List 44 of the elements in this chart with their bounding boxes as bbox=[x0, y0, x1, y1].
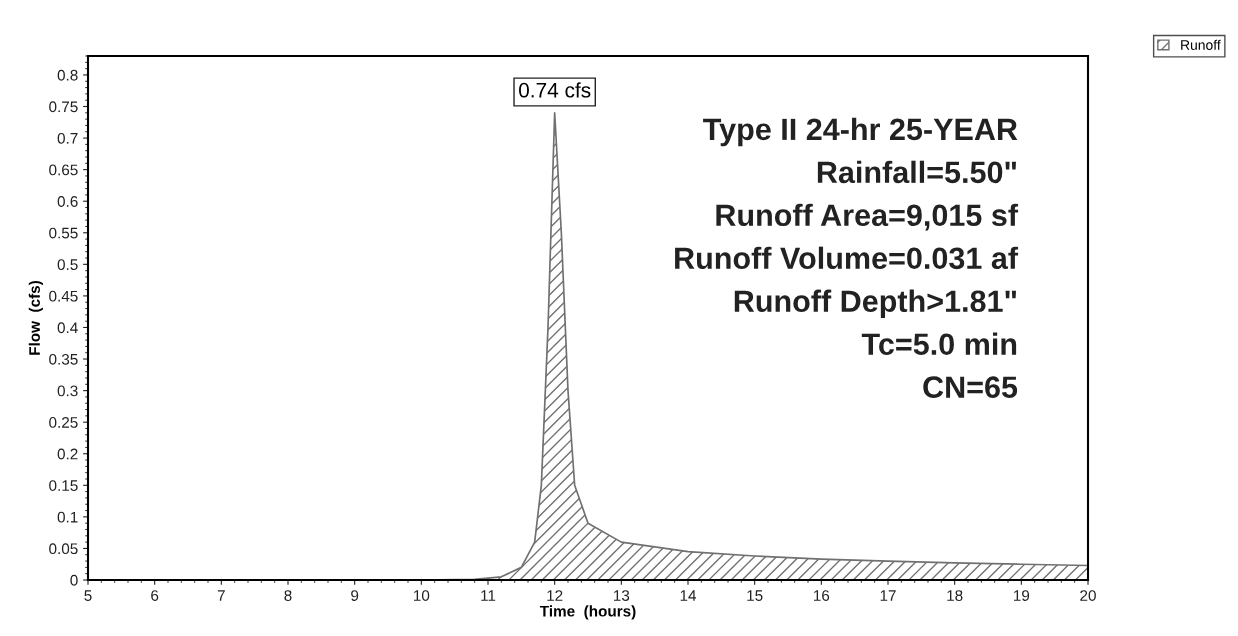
y-tick-label: 0.4 bbox=[57, 322, 78, 334]
y-tick-label: 0.35 bbox=[49, 353, 78, 365]
y-tick-label: 0.6 bbox=[57, 196, 78, 207]
x-tick-label: 7 bbox=[217, 590, 225, 601]
x-tick-label: 5 bbox=[84, 590, 92, 601]
x-tick-label: 9 bbox=[351, 590, 359, 601]
annotation: Rainfall=5.50" bbox=[817, 160, 1016, 184]
y-tick-label: 0.7 bbox=[57, 132, 78, 144]
y-tick-label: 0.15 bbox=[49, 480, 78, 491]
x-tick-label: 20 bbox=[1080, 590, 1096, 601]
x-tick-label: 10 bbox=[414, 590, 430, 601]
x-tick-label: 12 bbox=[547, 590, 563, 601]
x-axis-title: Time (hours) bbox=[539, 605, 636, 620]
annotation: CN=65 bbox=[923, 376, 1018, 398]
y-tick-label: 0.45 bbox=[49, 290, 78, 302]
annotation: Type II 24-hr 25-YEAR bbox=[703, 117, 1018, 147]
x-tick-label: 11 bbox=[481, 590, 496, 601]
y-tick-label: 0.25 bbox=[49, 417, 78, 428]
y-tick-label: 0.75 bbox=[49, 101, 78, 113]
y-tick-label: 0.2 bbox=[57, 448, 78, 460]
y-tick-label: 0.8 bbox=[57, 69, 78, 81]
annotation: Runoff Depth>1.81" bbox=[734, 289, 1017, 319]
y-axis-title: Flow (cfs) bbox=[28, 280, 43, 355]
y-tick-label: 0.5 bbox=[57, 259, 78, 271]
x-tick-label: 15 bbox=[747, 590, 763, 601]
x-tick-label: 14 bbox=[680, 590, 697, 601]
annotation: Tc=5.0 min bbox=[861, 332, 1017, 356]
x-tick-label: 17 bbox=[880, 590, 896, 601]
x-tick-label: 8 bbox=[284, 590, 292, 601]
y-tick-label: 0 bbox=[70, 574, 78, 586]
y-tick-label: 0.1 bbox=[57, 511, 78, 523]
y-tick-label: 0.65 bbox=[49, 164, 78, 176]
x-tick-label: 18 bbox=[947, 590, 963, 601]
x-tick-label: 16 bbox=[814, 590, 830, 601]
y-tick-label: 0.55 bbox=[49, 227, 78, 239]
x-tick-label: 13 bbox=[614, 590, 630, 601]
annotation: Runoff Area=9,015 sf bbox=[716, 203, 1019, 231]
x-tick-label: 19 bbox=[1014, 590, 1030, 601]
x-tick-label: 6 bbox=[151, 590, 159, 601]
legend-label: Runoff bbox=[1181, 39, 1221, 50]
y-tick-label: 0.3 bbox=[57, 385, 78, 397]
y-tick-label: 0.05 bbox=[49, 543, 78, 555]
annotation: Runoff Volume=0.031 af bbox=[675, 246, 1019, 270]
annotation: 0.74 cfs bbox=[519, 82, 591, 98]
